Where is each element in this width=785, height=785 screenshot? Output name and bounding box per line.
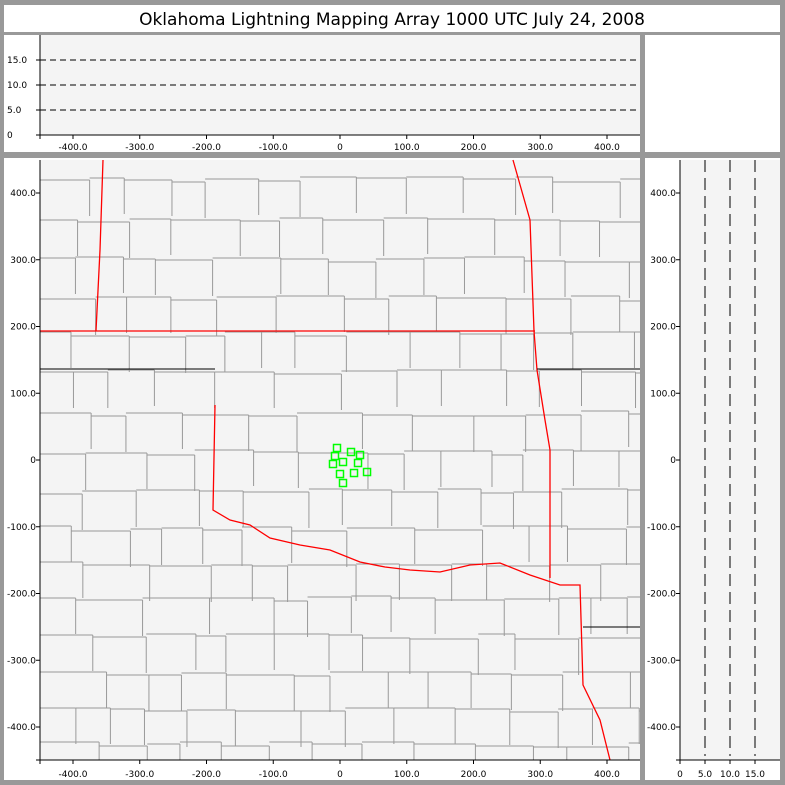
altitude-plot: -400.0 -300.0 -200.0 -100.0 0 100.0 200.0 300.0… [7,35,640,153]
x-tick-label: 200.0 [461,143,487,153]
x-tick-label: -400.0 [58,770,87,780]
y-tick-label: -100.0 [647,523,676,533]
y-tick-label: 400.0 [650,189,676,199]
lma-station [346,447,356,457]
lma-station [328,459,338,469]
x-tick-label: 5.0 [698,770,713,780]
x-tick-label: 400.0 [594,770,620,780]
y-tick-label: 10.0 [7,81,27,91]
y-tick-label: 100.0 [650,389,676,399]
lma-station [349,468,359,478]
county-borders [40,176,640,760]
y-tick-label: 0 [7,131,13,141]
y-tick-label: 200.0 [650,323,676,333]
y-tick-label: -400.0 [647,723,676,733]
x-tick-label: 300.0 [527,770,553,780]
lma-station [335,469,345,479]
x-tick-label: 10.0 [720,770,740,780]
x-tick-label: -300.0 [125,143,154,153]
x-tick-label: -100.0 [259,770,288,780]
x-tick-label: 0 [677,770,683,780]
plan-view-map: -400.0 -300.0 -200.0 -100.0 0 100.0 200.0 300.0… [7,159,640,780]
y-tick-label: 0 [670,456,676,466]
empty-corner-panel [645,35,780,152]
x-tick-label: -400.0 [58,143,87,153]
lma-station [332,443,342,453]
lma-station [353,458,363,468]
ns-altitude-plot: 0 5.0 10.0 15.0 -400.0 -300.0 -200.0 -100.0 0 100… [647,160,780,780]
lma-station [355,450,365,460]
x-tick-label: -300.0 [125,770,154,780]
state-border-red-river [212,404,611,761]
y-tick-label: 300.0 [650,256,676,266]
x-tick-label: -200.0 [192,770,221,780]
x-tick-label: -100.0 [259,143,288,153]
y-tick-label: 300.0 [10,256,36,266]
y-tick-label: -200.0 [647,590,676,600]
lma-station [330,451,340,461]
x-tick-label: 0 [337,770,343,780]
x-tick-label: 200.0 [461,770,487,780]
lma-station [338,478,348,488]
x-tick-label: 300.0 [527,143,553,153]
y-tick-label: 5.0 [7,106,22,116]
lma-station [338,457,348,467]
y-tick-label: 400.0 [10,189,36,199]
y-tick-label: 200.0 [10,323,36,333]
x-tick-label: 100.0 [394,770,420,780]
x-tick-label: -200.0 [192,143,221,153]
state-border [95,159,104,332]
y-tick-label: -400.0 [7,723,36,733]
title-bar [4,5,780,32]
state-border-east [512,159,551,578]
y-tick-label: -200.0 [7,590,36,600]
x-tick-label: 0 [337,143,343,153]
y-tick-label: 15.0 [7,56,27,66]
x-tick-label: 100.0 [394,143,420,153]
y-tick-label: -100.0 [7,523,36,533]
x-tick-label: 400.0 [594,143,620,153]
y-tick-label: 0 [30,456,36,466]
y-tick-label: -300.0 [7,656,36,666]
y-tick-label: 100.0 [10,389,36,399]
x-tick-label: 15.0 [745,770,765,780]
y-tick-label: -300.0 [647,656,676,666]
lma-station [362,467,372,477]
figure-title: Oklahoma Lightning Mapping Array 1000 UT… [139,10,645,30]
